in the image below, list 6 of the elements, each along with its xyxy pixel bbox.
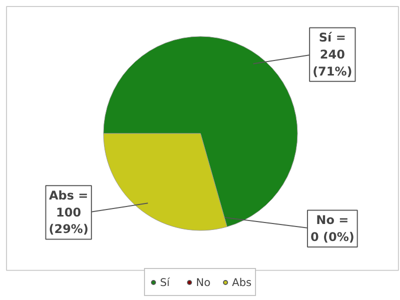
- data-label: Sí = 240 (71%): [312, 30, 352, 78]
- legend-label: Sí: [160, 276, 171, 288]
- legend-label: No: [196, 276, 212, 288]
- legend-label: Abs: [232, 276, 252, 288]
- text: No = 0 (0%): [310, 213, 354, 244]
- data-label: Abs = 100 (29%): [48, 188, 88, 236]
